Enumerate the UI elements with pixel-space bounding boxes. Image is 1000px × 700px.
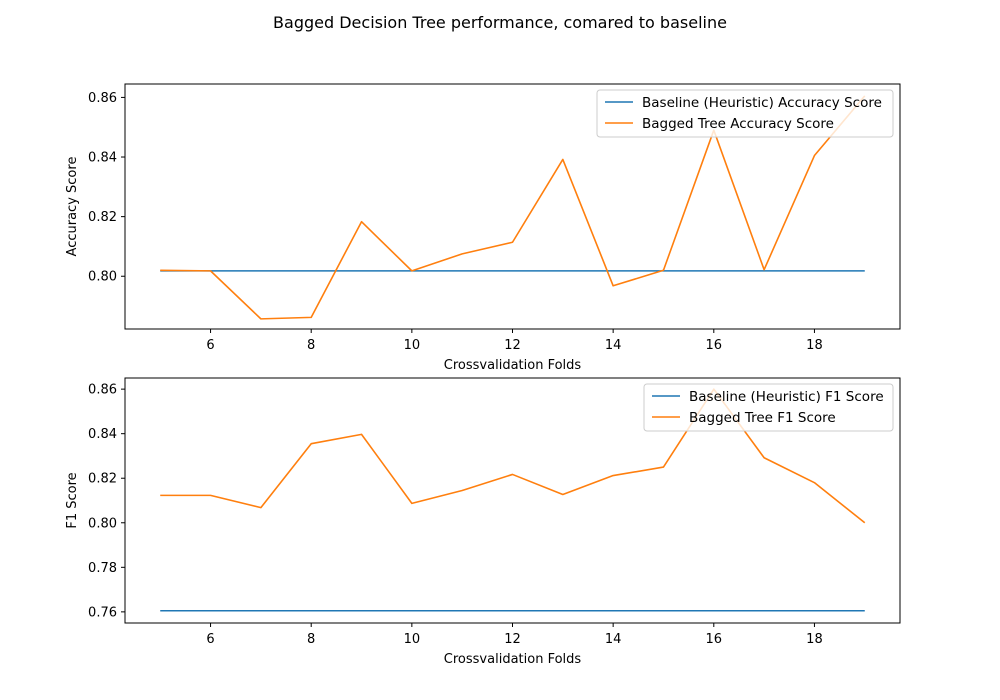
- f1-subplot: 6 8 10 12 14 16 18 0.76 0.78 0.80 0.82 0.84 0.86 Cros…: [65, 377, 901, 667]
- x-tick-label: 8: [307, 632, 315, 647]
- x-tick-label: 16: [706, 338, 723, 353]
- y-tick-label: 0.78: [88, 561, 117, 576]
- x-tick-label: 10: [404, 338, 421, 353]
- legend-box: [643, 383, 894, 432]
- series-line-bagged-tree: [160, 388, 866, 524]
- series-line-bagged-tree: [160, 95, 866, 320]
- y-axis-label: F1 Score: [65, 472, 80, 528]
- x-tick-label: 18: [806, 338, 823, 353]
- y-tick-label: 0.80: [88, 516, 117, 531]
- y-tick-label: 0.82: [88, 210, 117, 225]
- legend-box: [596, 89, 894, 138]
- x-tick-label: 12: [504, 338, 521, 353]
- x-tick-label: 12: [504, 632, 521, 647]
- legend-label: Baseline (Heuristic) Accuracy Score: [642, 95, 882, 111]
- y-tick-label: 0.80: [88, 270, 117, 285]
- accuracy-subplot: 6 8 10 12 14 16 18 0.80 0.82 0.84 0.86 Crossvalidat…: [65, 83, 901, 373]
- y-tick-label: 0.84: [88, 427, 117, 442]
- x-tick-label: 16: [706, 632, 723, 647]
- x-tick-label: 14: [605, 338, 622, 353]
- x-tick-label: 10: [404, 632, 421, 647]
- legend-label: Baseline (Heuristic) F1 Score: [689, 389, 884, 405]
- y-tick-label: 0.82: [88, 472, 117, 487]
- x-tick-label: 6: [206, 632, 214, 647]
- x-tick-label: 18: [806, 632, 823, 647]
- y-tick-label: 0.84: [88, 151, 117, 166]
- x-axis-label: Crossvalidation Folds: [444, 358, 582, 373]
- x-axis-label: Crossvalidation Folds: [444, 652, 582, 667]
- y-tick-label: 0.86: [88, 383, 117, 398]
- y-tick-label: 0.86: [88, 91, 117, 106]
- y-axis-label: Accuracy Score: [65, 157, 80, 257]
- legend-label: Bagged Tree Accuracy Score: [642, 116, 834, 132]
- legend: Baseline (Heuristic) F1 Score Bagged Tree…: [643, 383, 894, 432]
- y-tick-label: 0.76: [88, 605, 117, 620]
- x-tick-label: 8: [307, 338, 315, 353]
- x-tick-label: 14: [605, 632, 622, 647]
- figure-title: Bagged Decision Tree performance, comare…: [273, 13, 727, 32]
- legend-label: Bagged Tree F1 Score: [689, 410, 836, 426]
- x-tick-label: 6: [206, 338, 214, 353]
- legend: Baseline (Heuristic) Accuracy Score Bagge…: [596, 89, 894, 138]
